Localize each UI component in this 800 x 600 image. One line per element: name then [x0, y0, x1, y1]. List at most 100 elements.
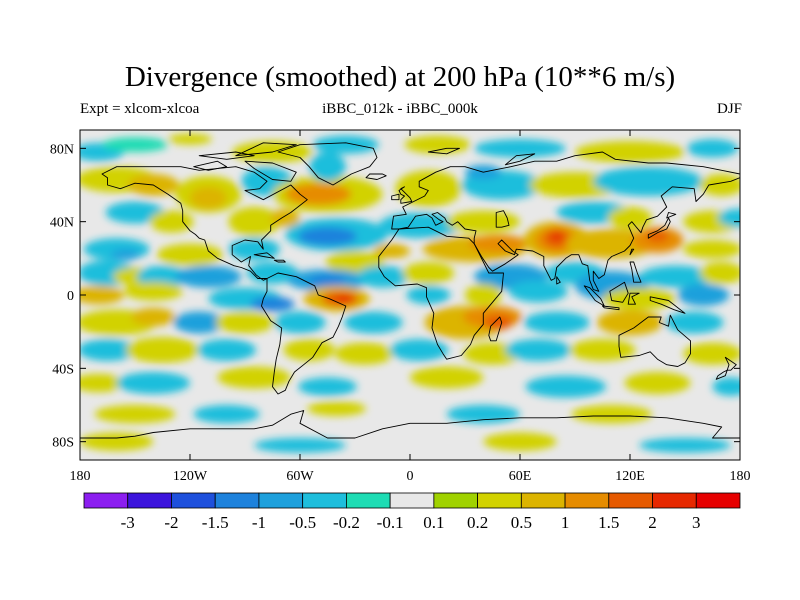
- field-region: [197, 339, 256, 361]
- field-region: [410, 366, 484, 389]
- colorbar-label: 0.2: [467, 513, 488, 532]
- coastline-madagascar: [488, 316, 503, 342]
- coastline-hispaniola: [273, 259, 286, 263]
- colorbar-label: 0.1: [423, 513, 444, 532]
- field-region: [94, 405, 176, 424]
- x-tick-label: 60E: [509, 469, 532, 484]
- field-region: [250, 296, 295, 312]
- colorbar-swatch: [83, 492, 129, 509]
- field-region: [639, 438, 731, 453]
- field-region: [608, 207, 652, 229]
- plot-title: Divergence (smoothed) at 200 hPa (10**6 …: [124, 61, 676, 93]
- coastline-sri-lanka: [556, 276, 561, 285]
- coastline-new-zealand: [724, 356, 737, 371]
- coastline-sulawesi: [627, 292, 640, 305]
- field-region: [474, 139, 566, 158]
- experiment-comparison-label: iBBC_012k - iBBC_000k: [322, 101, 478, 117]
- field-region: [336, 295, 352, 303]
- colorbar-label: 0.5: [511, 513, 532, 532]
- colorbar-label: -0.2: [333, 513, 360, 532]
- colorbar-swatch: [564, 492, 610, 509]
- field-region: [551, 232, 563, 240]
- field-region: [523, 311, 590, 334]
- field-region: [571, 405, 653, 424]
- coastline-britain: [398, 186, 413, 204]
- coastline-taiwan: [629, 248, 635, 256]
- colorbar-swatch: [214, 492, 260, 509]
- field-region: [80, 339, 137, 361]
- coastline-hokkaido: [666, 212, 677, 219]
- coastline-south-america: [261, 272, 347, 395]
- colorbar-label: -2: [164, 513, 178, 532]
- field-region: [228, 207, 280, 237]
- field-region: [683, 342, 740, 365]
- field-region: [111, 249, 141, 261]
- field-region: [334, 342, 394, 365]
- field-region: [285, 183, 352, 206]
- season-label: DJF: [716, 101, 742, 117]
- field-region: [505, 339, 572, 361]
- field-region: [116, 372, 190, 394]
- field-region: [575, 141, 685, 163]
- field-region: [593, 166, 704, 196]
- colorbar-swatch: [258, 492, 304, 509]
- field-region: [525, 375, 607, 398]
- field-region: [597, 309, 663, 336]
- field-region: [389, 339, 449, 361]
- y-tick-label: 80S: [52, 436, 74, 451]
- colorbar-swatch: [433, 492, 479, 509]
- coastline-devon-parry: [198, 151, 255, 160]
- x-tick-label: 60W: [286, 469, 314, 484]
- field-region: [483, 315, 513, 330]
- field-region: [624, 372, 691, 394]
- coastline-antarctica: [80, 410, 740, 439]
- colorbar-swatch: [302, 492, 347, 509]
- field-region: [683, 240, 740, 259]
- colorbar-label: 2: [648, 513, 657, 532]
- coastline-greenland: [277, 142, 378, 186]
- colorbar-label: -0.1: [377, 513, 404, 532]
- field-region: [356, 265, 409, 288]
- coastline-new-guinea: [649, 296, 686, 314]
- colorbar-swatch: [127, 492, 172, 509]
- field-region: [677, 284, 729, 306]
- field-region: [136, 265, 189, 288]
- y-tick-label: 40S: [52, 362, 74, 377]
- field-region: [646, 230, 669, 242]
- field-region: [228, 238, 280, 261]
- colorbar-swatch: [520, 492, 566, 509]
- coastline-java: [602, 305, 620, 311]
- field-region: [80, 285, 124, 305]
- y-tick-label: 0: [67, 289, 74, 304]
- field-region: [312, 135, 379, 154]
- field-region: [373, 243, 410, 259]
- coastline-baffin: [244, 160, 297, 182]
- coastline-svalbard: [427, 147, 460, 155]
- x-tick-label: 120E: [615, 469, 645, 484]
- colorbar-label: 1.5: [598, 513, 619, 532]
- field-region: [215, 311, 275, 334]
- colorbar-swatch: [652, 492, 697, 509]
- field-region: [193, 405, 260, 424]
- field-region: [131, 307, 176, 327]
- field-region: [309, 152, 346, 182]
- field-region: [274, 311, 326, 334]
- coastline-australia: [618, 314, 691, 367]
- field-region: [404, 135, 471, 154]
- coastline-ellesmere: [235, 142, 297, 157]
- field-region: [508, 280, 568, 303]
- field-region: [446, 405, 520, 424]
- field-region: [483, 432, 557, 451]
- coastline-novaya-zemlya: [504, 153, 536, 166]
- coastline-ireland: [391, 193, 400, 201]
- field-region: [686, 139, 739, 158]
- coastline-borneo: [609, 281, 629, 303]
- coastline-north-america: [101, 166, 308, 281]
- field-region: [149, 210, 194, 233]
- colorbar-swatch: [695, 492, 741, 509]
- field-region: [406, 285, 451, 305]
- field-region: [699, 174, 740, 196]
- field-region: [283, 339, 335, 361]
- experiment-label: Expt = xlcom-xlcoa: [80, 101, 200, 117]
- field-region: [190, 186, 227, 209]
